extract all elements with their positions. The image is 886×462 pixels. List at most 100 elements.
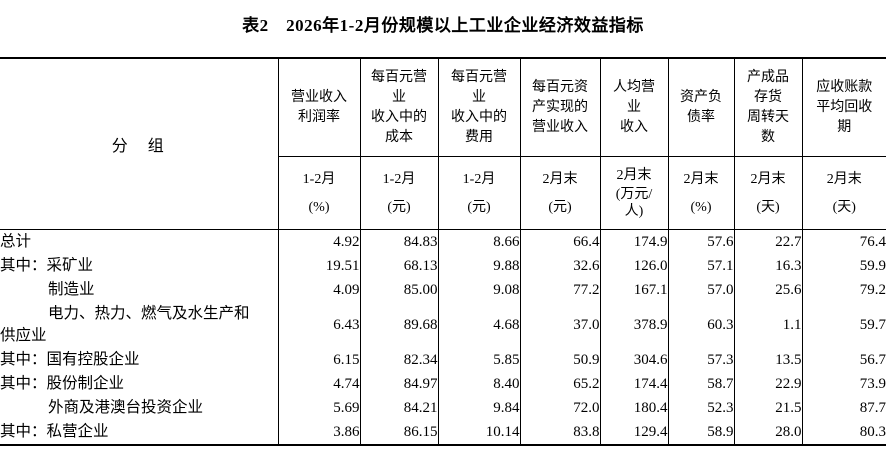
table-cell: 21.5 <box>733 396 802 420</box>
row-label: 制造业 <box>48 281 95 298</box>
table-cell: 85.00 <box>359 278 438 302</box>
unit-label: (天) <box>832 199 856 215</box>
table-cell: 73.9 <box>801 372 886 396</box>
table-cell: 9.08 <box>437 278 520 302</box>
unit-debt-ratio: 2月末 (%) <box>667 156 734 230</box>
unit-expense-per-100: 1-2月 (元) <box>437 156 520 230</box>
unit-label: (元) <box>467 199 491 215</box>
period-label: 2月末 <box>826 171 862 187</box>
row-label: 其中：私营企业 <box>0 423 109 440</box>
table-header: 分 组 营业收入 利润率 每百元营 业 收入中的 成本 每百元营 业 收入中的 … <box>0 58 886 230</box>
header-row-names: 分 组 营业收入 利润率 每百元营 业 收入中的 成本 每百元营 业 收入中的 … <box>0 58 886 230</box>
table-cell: 22.9 <box>733 372 802 396</box>
table-cell: 58.7 <box>667 372 734 396</box>
table-cell: 4.92 <box>277 229 360 254</box>
table-cell: 52.3 <box>667 396 734 420</box>
period-label: 1-2月 <box>302 171 336 187</box>
table-cell: 60.3 <box>667 302 734 348</box>
table-cell: 77.2 <box>519 278 600 302</box>
table-body: 总计 4.92 84.83 8.66 66.4 174.9 57.6 22.7 … <box>0 229 886 445</box>
row-label: 其中：采矿业 <box>0 257 94 274</box>
unit-profit-margin: 1-2月 (%) <box>278 156 360 230</box>
table-cell: 86.15 <box>359 420 438 445</box>
table-cell: 378.9 <box>599 302 668 348</box>
table-cell: 84.21 <box>359 396 438 420</box>
row-label: 电力、热力、燃气及水生产和 供应业 <box>0 305 250 344</box>
column-header-expense-per-100: 每百元营 业 收入中的 费用 <box>437 58 520 157</box>
table-cell: 32.6 <box>519 254 600 278</box>
column-header-debt-ratio: 资产负 债率 <box>667 58 734 157</box>
table-cell: 68.13 <box>359 254 438 278</box>
table-cell: 84.97 <box>359 372 438 396</box>
table-row-mining: 其中：采矿业 19.51 68.13 9.88 32.6 126.0 57.1 … <box>0 254 886 278</box>
unit-label: (天) <box>756 199 780 215</box>
table-row-total: 总计 4.92 84.83 8.66 66.4 174.9 57.6 22.7 … <box>0 229 886 254</box>
table-cell: 83.8 <box>519 420 600 445</box>
unit-label: (万元/ 人) <box>615 186 653 219</box>
table-cell: 80.3 <box>801 420 886 445</box>
table-cell: 19.51 <box>277 254 360 278</box>
unit-cost-per-100: 1-2月 (元) <box>359 156 438 230</box>
unit-label: (元) <box>387 199 411 215</box>
table-cell: 129.4 <box>599 420 668 445</box>
table-cell: 22.7 <box>733 229 802 254</box>
table-cell: 79.2 <box>801 278 886 302</box>
table-cell: 180.4 <box>599 396 668 420</box>
table-cell: 57.3 <box>667 348 734 372</box>
table-cell: 59.9 <box>801 254 886 278</box>
column-header-profit-margin: 营业收入 利润率 <box>277 58 360 157</box>
table-title: 表2 2026年1-2月份规模以上工业企业经济效益指标 <box>242 16 644 35</box>
table-cell: 57.0 <box>667 278 734 302</box>
table-cell: 4.68 <box>437 302 520 348</box>
table-cell: 25.6 <box>733 278 802 302</box>
table-cell: 8.40 <box>437 372 520 396</box>
row-label: 其中：国有控股企业 <box>0 351 140 368</box>
unit-label: (%) <box>690 199 712 215</box>
table-cell: 58.9 <box>667 420 734 445</box>
table-row-joint-stock: 其中：股份制企业 4.74 84.97 8.40 65.2 174.4 58.7… <box>0 372 886 396</box>
table-cell: 89.68 <box>359 302 438 348</box>
table-cell: 174.9 <box>599 229 668 254</box>
table-cell: 304.6 <box>599 348 668 372</box>
table-row-state-owned: 其中：国有控股企业 6.15 82.34 5.85 50.9 304.6 57.… <box>0 348 886 372</box>
table-cell: 59.7 <box>801 302 886 348</box>
table-cell: 65.2 <box>519 372 600 396</box>
economic-indicators-table: 分 组 营业收入 利润率 每百元营 业 收入中的 成本 每百元营 业 收入中的 … <box>0 57 886 446</box>
table-cell: 13.5 <box>733 348 802 372</box>
column-header-cost-per-100: 每百元营 业 收入中的 成本 <box>359 58 438 157</box>
period-label: 2月末 <box>750 171 786 187</box>
table-cell: 66.4 <box>519 229 600 254</box>
unit-revenue-per-asset: 2月末 (元) <box>519 156 600 230</box>
table-cell: 56.7 <box>801 348 886 372</box>
table-cell: 76.4 <box>801 229 886 254</box>
table-cell: 5.69 <box>277 396 360 420</box>
table-cell: 167.1 <box>599 278 668 302</box>
table-row-private: 其中：私营企业 3.86 86.15 10.14 83.8 129.4 58.9… <box>0 420 886 445</box>
period-label: 2月末 <box>683 171 719 187</box>
table-cell: 9.88 <box>437 254 520 278</box>
table-row-foreign-invested: 外商及港澳台投资企业 5.69 84.21 9.84 72.0 180.4 52… <box>0 396 886 420</box>
period-label: 1-2月 <box>382 171 416 187</box>
table-cell: 4.09 <box>277 278 360 302</box>
table-cell: 3.86 <box>277 420 360 445</box>
table-cell: 57.1 <box>667 254 734 278</box>
table-cell: 57.6 <box>667 229 734 254</box>
table-cell: 28.0 <box>733 420 802 445</box>
table-cell: 126.0 <box>599 254 668 278</box>
unit-receivable-period: 2月末 (天) <box>801 156 886 230</box>
column-header-group: 分 组 <box>0 58 279 230</box>
row-label: 外商及港澳台投资企业 <box>48 399 204 416</box>
unit-label: (%) <box>308 199 330 215</box>
table-cell: 72.0 <box>519 396 600 420</box>
table-cell: 174.4 <box>599 372 668 396</box>
period-label: 2月末 <box>542 171 578 187</box>
period-label: 2月末 <box>616 167 652 183</box>
period-label: 1-2月 <box>462 171 496 187</box>
table-cell: 1.1 <box>733 302 802 348</box>
unit-label: (元) <box>548 199 572 215</box>
column-header-receivable-period: 应收账款 平均回收 期 <box>801 58 886 157</box>
table-cell: 6.43 <box>277 302 360 348</box>
table-cell: 6.15 <box>277 348 360 372</box>
row-label: 总计 <box>0 233 32 250</box>
